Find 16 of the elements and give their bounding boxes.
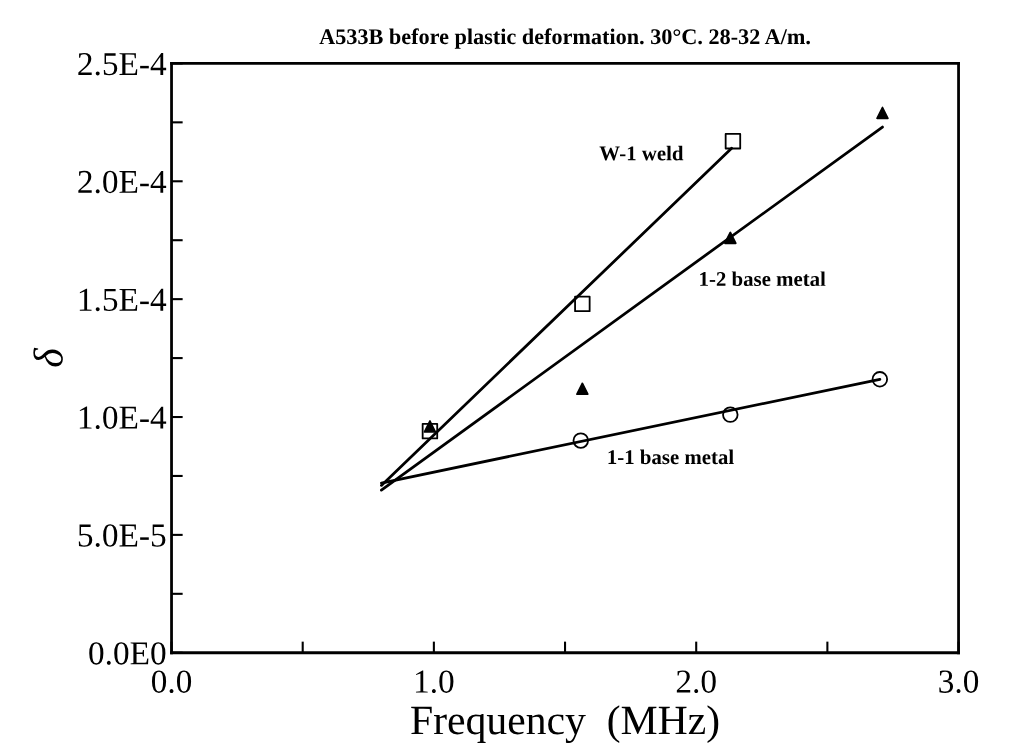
y-tick-label: 2.0E-4 <box>78 170 167 194</box>
y-tick-label: 1.5E-4 <box>79 288 167 312</box>
series-label: 1-2 base metal <box>700 271 826 287</box>
x-tick-label: 2.0 <box>676 670 716 694</box>
y-tick-label: 2.5E-4 <box>78 52 167 76</box>
x-tick-label: 1.0 <box>415 670 454 694</box>
series-label: 1-1 base metal <box>608 449 734 465</box>
chart-title: A533B before plastic deformation. 30°C. 28-32 A/m. <box>319 28 810 49</box>
x-tick-label: 0.0 <box>151 670 192 694</box>
series-label: W-1 weld <box>599 145 684 161</box>
y-tick-label: 1.0E-4 <box>79 406 167 430</box>
y-tick-label: 0.0E0 <box>89 642 166 665</box>
x-tick-label: 3.0 <box>939 670 979 694</box>
y-axis-title: δ <box>33 347 63 367</box>
y-tick-label: 5.0E-5 <box>78 524 166 547</box>
x-axis-title: Frequency (MHz) <box>411 705 719 744</box>
